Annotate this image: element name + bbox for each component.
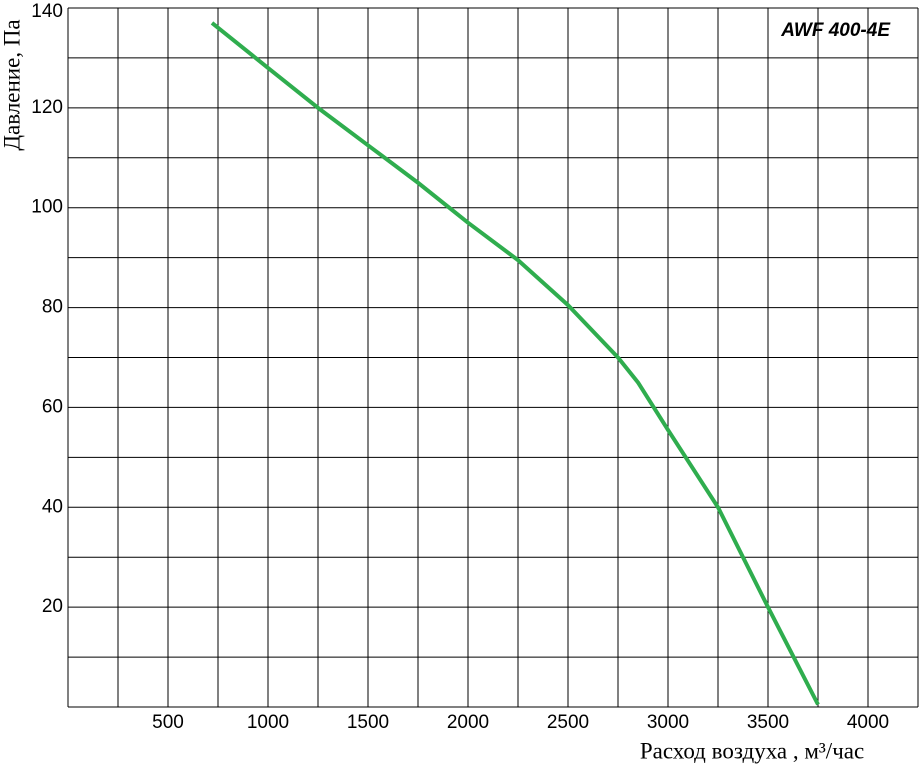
- x-tick-label: 2000: [447, 712, 489, 733]
- x-tick-label: 2500: [547, 712, 589, 733]
- chart-title: AWF 400-4E: [780, 20, 891, 41]
- y-tick-label: 60: [42, 396, 63, 417]
- x-tick-label: 1500: [347, 712, 389, 733]
- y-axis-label: Давление, Па: [0, 19, 24, 150]
- x-tick-label: 3500: [747, 712, 789, 733]
- y-tick-label: 120: [31, 97, 63, 118]
- x-tick-label: 3000: [647, 712, 689, 733]
- y-tick-label: 100: [31, 197, 63, 218]
- y-tick-label: 80: [42, 297, 63, 318]
- x-tick-label: 1000: [247, 712, 289, 733]
- y-tick-label: 20: [42, 596, 63, 617]
- x-tick-label: 4000: [847, 712, 889, 733]
- y-tick-label: 40: [42, 496, 63, 517]
- x-axis-label: Расход воздуха , м³/час: [640, 738, 864, 763]
- x-tick-label: 500: [152, 712, 184, 733]
- y-tick-label: 140: [31, 1, 63, 22]
- line-series: [210, 21, 820, 706]
